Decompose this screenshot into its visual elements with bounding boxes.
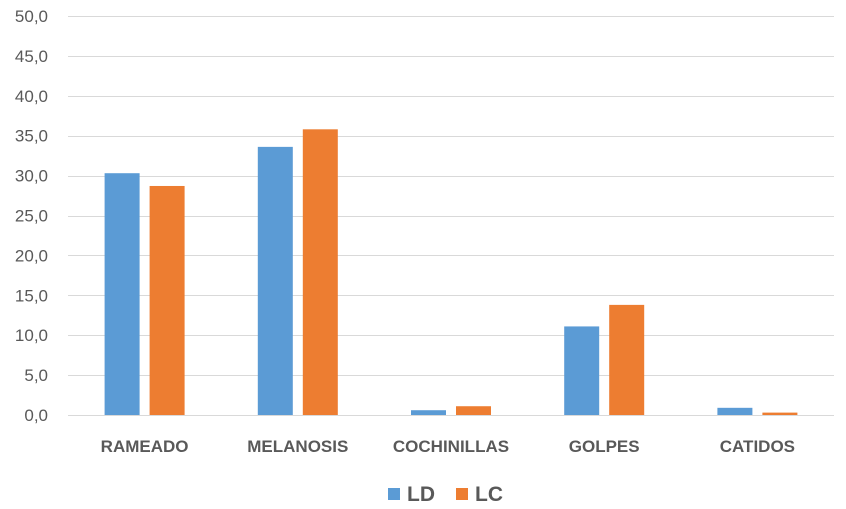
- x-category-label: MELANOSIS: [247, 437, 348, 456]
- bars: [104, 129, 798, 416]
- y-tick-label: 15,0: [15, 286, 48, 305]
- legend: LD LC: [388, 483, 503, 506]
- x-category-label: COCHINILLAS: [393, 437, 509, 456]
- bar-lc-catidos: [762, 412, 798, 415]
- bar-lc-melanosis: [302, 129, 338, 416]
- bar-ld-catidos: [717, 407, 753, 415]
- y-axis-tick-labels: 0,0 5,0 10,0 15,0 20,0 25,0 30,0 35,0 40,0 45,0 50…: [15, 7, 48, 425]
- y-tick-label: 0,0: [24, 406, 48, 425]
- y-tick-label: 10,0: [15, 326, 48, 345]
- bar-ld-golpes: [564, 326, 600, 415]
- legend-label-ld: LD: [407, 483, 435, 506]
- legend-swatch-ld: [388, 488, 400, 500]
- legend-swatch-lc: [456, 488, 468, 500]
- y-tick-label: 40,0: [15, 87, 48, 106]
- legend-label-lc: LC: [475, 483, 503, 506]
- y-tick-label: 45,0: [15, 47, 48, 66]
- y-tick-label: 25,0: [15, 207, 48, 226]
- bar-ld-melanosis: [257, 146, 293, 415]
- y-tick-label: 20,0: [15, 246, 48, 265]
- y-tick-label: 5,0: [24, 366, 48, 385]
- bar-lc-rameado: [149, 185, 185, 415]
- bar-ld-rameado: [104, 173, 140, 415]
- y-tick-label: 50,0: [15, 7, 48, 26]
- y-tick-label: 35,0: [15, 127, 48, 146]
- bar-lc-cochinillas: [456, 406, 491, 415]
- bar-ld-cochinillas: [411, 410, 446, 415]
- bar-lc-golpes: [609, 304, 645, 415]
- x-category-label: CATIDOS: [720, 437, 795, 456]
- x-category-label: GOLPES: [569, 437, 640, 456]
- gridlines: [68, 16, 834, 416]
- x-category-label: RAMEADO: [101, 437, 189, 456]
- x-axis-category-labels: RAMEADO MELANOSIS COCHINILLAS GOLPES CATIDOS: [101, 437, 795, 456]
- y-tick-label: 30,0: [15, 167, 48, 186]
